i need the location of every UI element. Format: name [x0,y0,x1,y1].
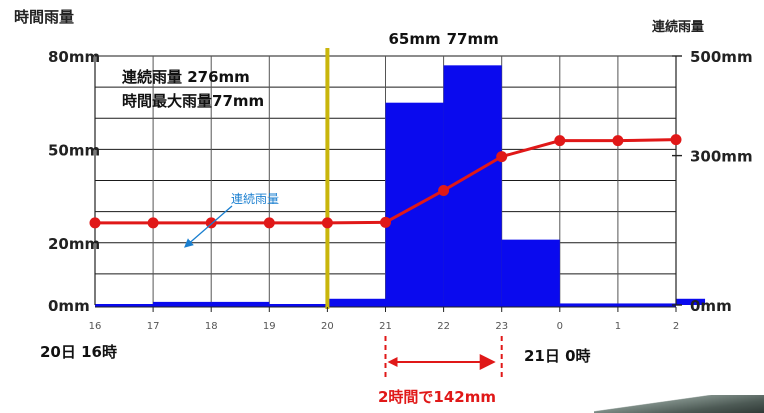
x-tick-label: 17 [147,321,160,332]
series-point-5 [380,216,391,228]
series-point-0 [89,217,101,229]
bar-value-label: 77mm [447,30,499,48]
bar-value-label: 65mm [388,30,440,48]
span-arrowhead-left [387,357,398,367]
x-tick-label: 20 [321,321,334,332]
x-start-label: 20日 16時 [40,343,117,361]
left-tick-label: 20mm [48,235,100,253]
bar-5 [385,102,444,305]
left-tick-label: 50mm [48,141,100,159]
bar-10 [676,298,706,305]
right-axis-title: 連続雨量 [652,19,704,35]
x-tick-label: 2 [673,321,679,332]
bar-baseline [95,304,676,307]
left-tick-label: 80mm [48,48,100,66]
series-point-8 [554,135,566,147]
right-tick-label: 0mm [690,297,732,315]
x-tick-label: 22 [437,321,450,332]
series-point-1 [147,217,159,229]
bar-1 [153,301,212,305]
series-point-9 [612,135,624,147]
bar-7 [501,239,560,305]
callout-arrow [184,205,233,248]
x-tick-label: 1 [615,321,621,332]
left-axis-title: 時間雨量 [14,8,74,26]
x-tick-label: 16 [89,321,102,332]
series-point-4 [321,217,333,229]
x-end-label: 21日 0時 [524,347,591,365]
info-box-line-2: 時間最大雨量77mm [122,92,264,110]
x-tick-label: 18 [205,321,218,332]
bar-4 [327,298,386,305]
series-point-10 [670,134,682,146]
cumulative-line [89,134,682,229]
series-point-2 [205,217,217,229]
right-tick-label: 300mm [690,148,753,166]
axes [94,48,682,312]
x-tick-label: 23 [495,321,508,332]
x-tick-label: 19 [263,321,276,332]
span-annotation [384,336,503,380]
series-callout: 連続雨量 [231,192,279,206]
right-tick-label: 500mm [690,48,753,66]
x-tick-label: 21 [379,321,392,332]
info-box-line-1: 連続雨量 276mm [122,68,250,86]
photo-thumbnail-edge [594,395,764,413]
x-tick-label: 0 [557,321,563,332]
series-point-6 [438,184,450,196]
left-tick-label: 0mm [48,297,90,315]
bar-2 [211,301,270,305]
span-annotation-label: 2時間で142mm [378,388,496,406]
series-point-7 [496,151,508,163]
series-point-3 [263,217,275,229]
